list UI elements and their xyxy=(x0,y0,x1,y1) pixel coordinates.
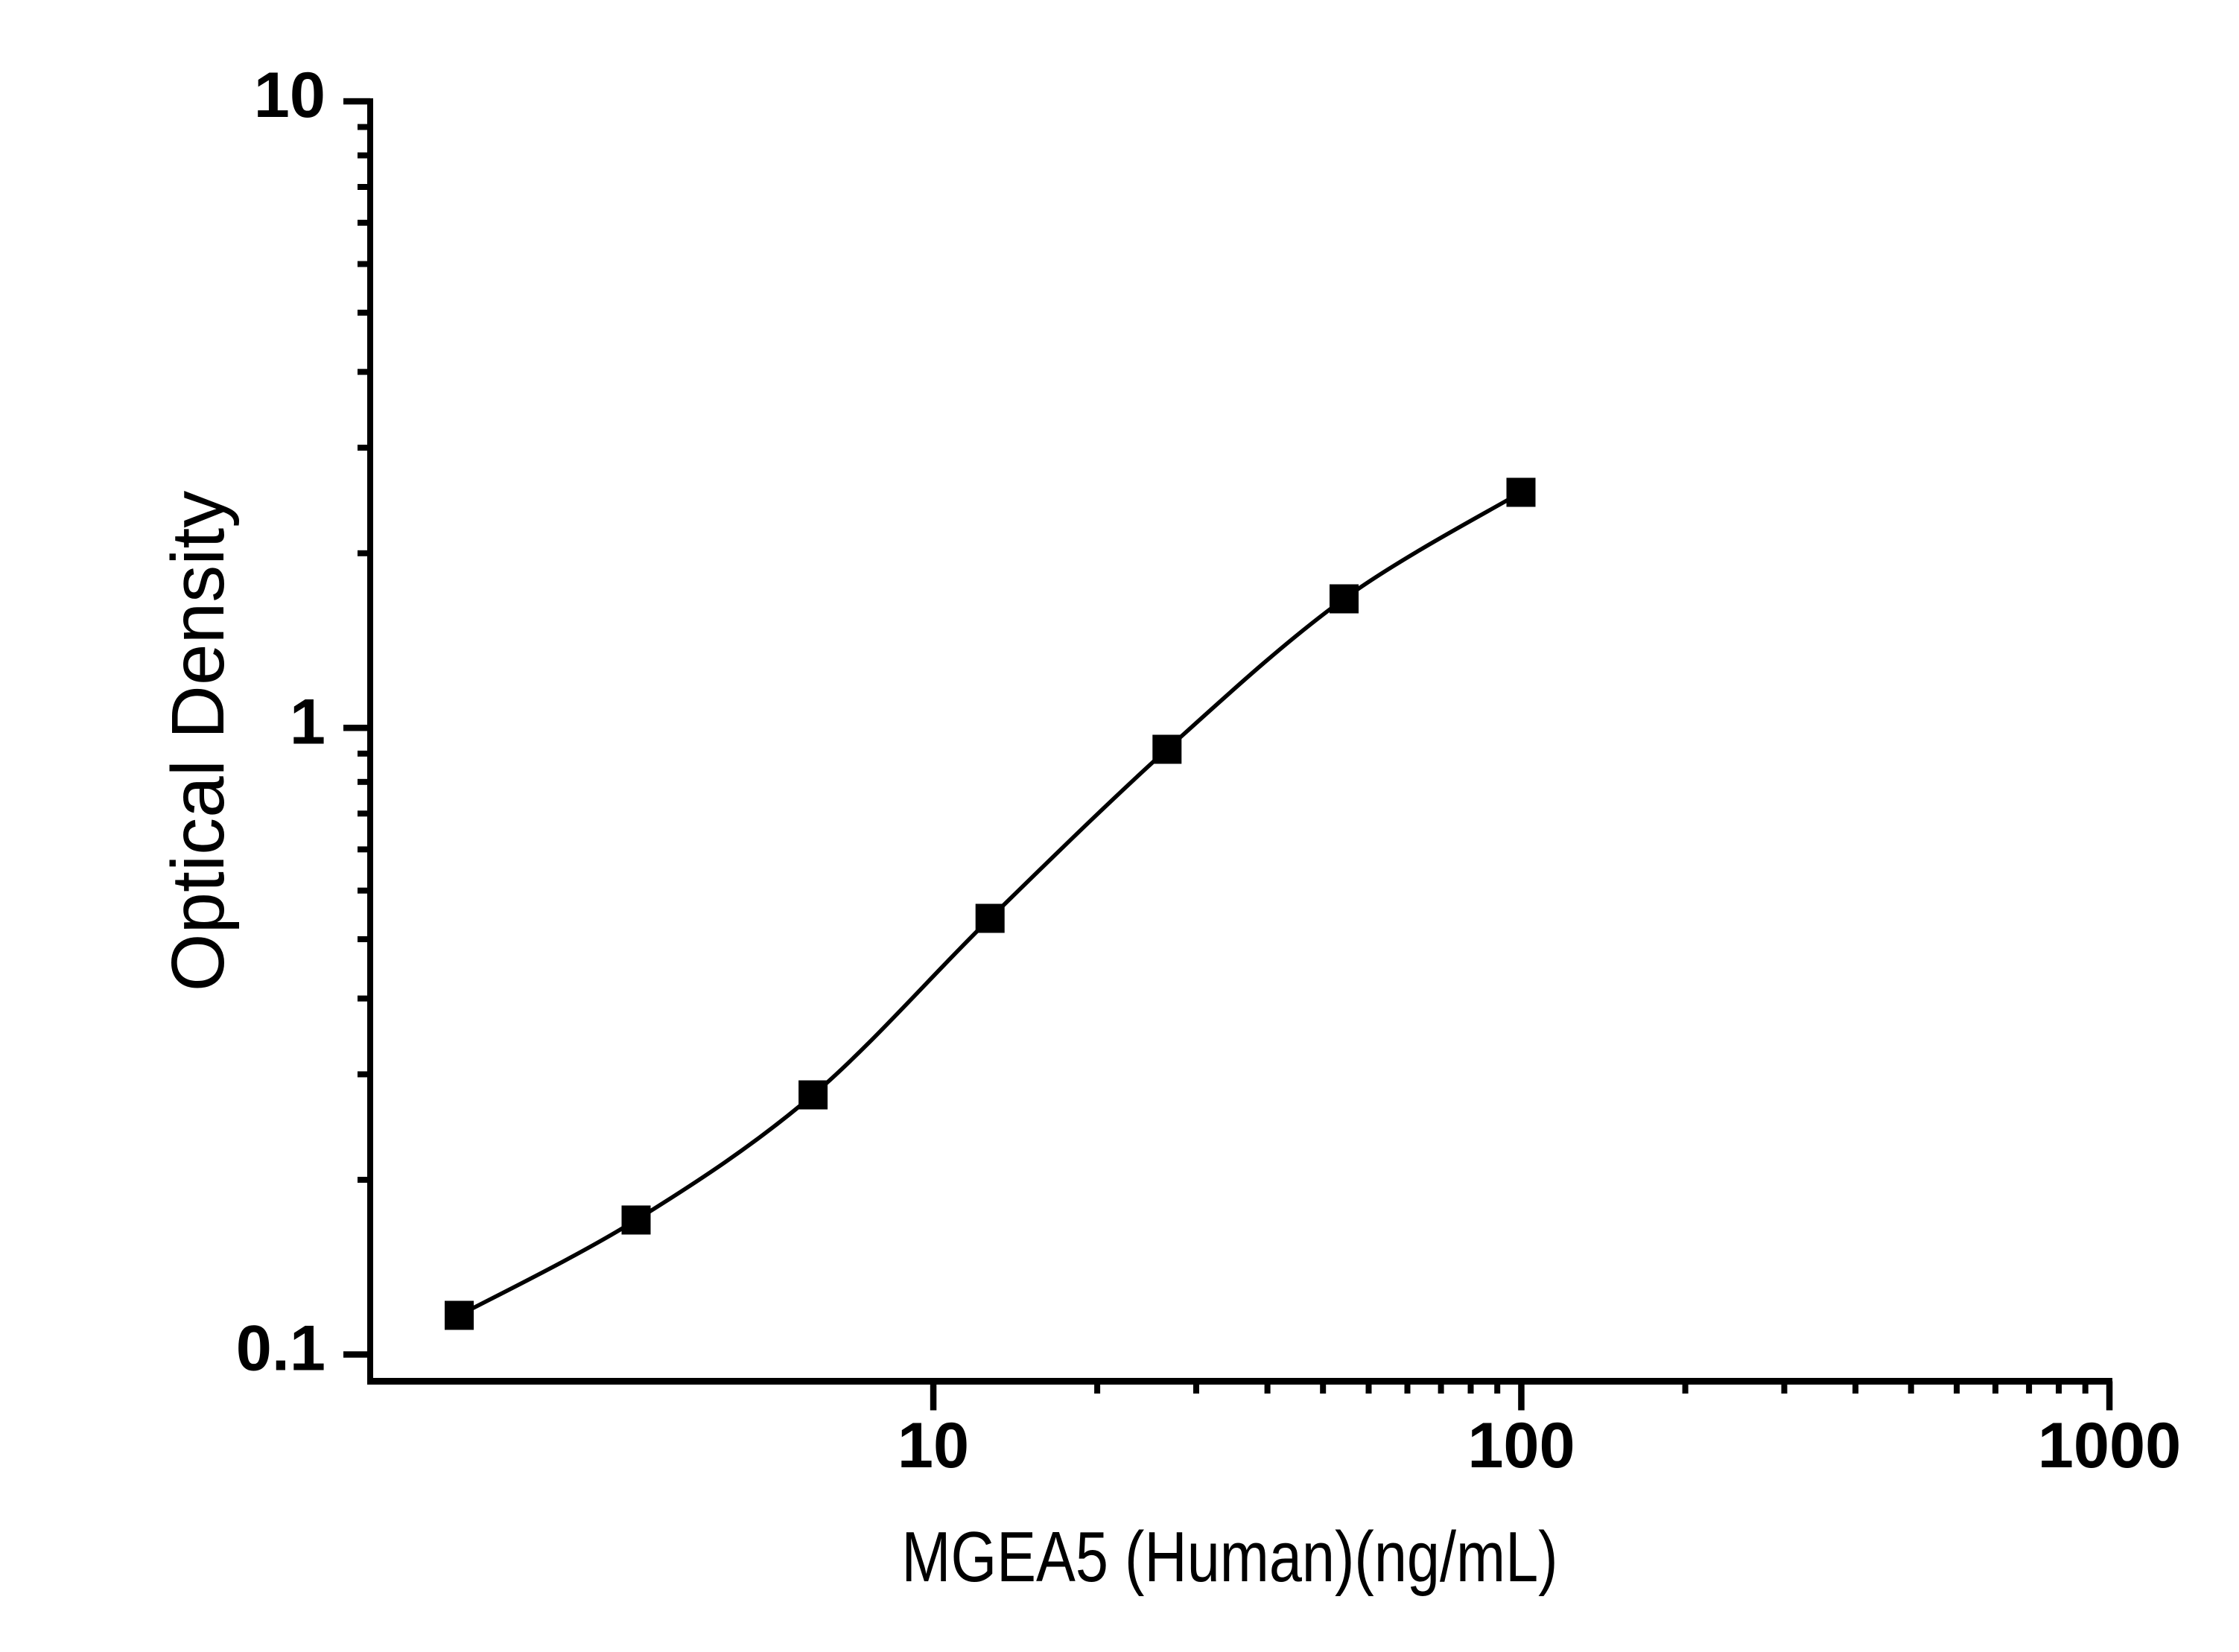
svg-text:MGEA5 (Human)(ng/mL): MGEA5 (Human)(ng/mL) xyxy=(901,1516,1557,1597)
svg-text:10: 10 xyxy=(254,60,325,131)
svg-text:1: 1 xyxy=(290,686,325,757)
svg-text:10: 10 xyxy=(898,1410,969,1481)
svg-text:100: 100 xyxy=(1467,1410,1575,1481)
svg-text:0.1: 0.1 xyxy=(236,1313,325,1385)
svg-text:1000: 1000 xyxy=(2038,1410,2181,1481)
svg-text:Optical Density: Optical Density xyxy=(156,491,240,991)
